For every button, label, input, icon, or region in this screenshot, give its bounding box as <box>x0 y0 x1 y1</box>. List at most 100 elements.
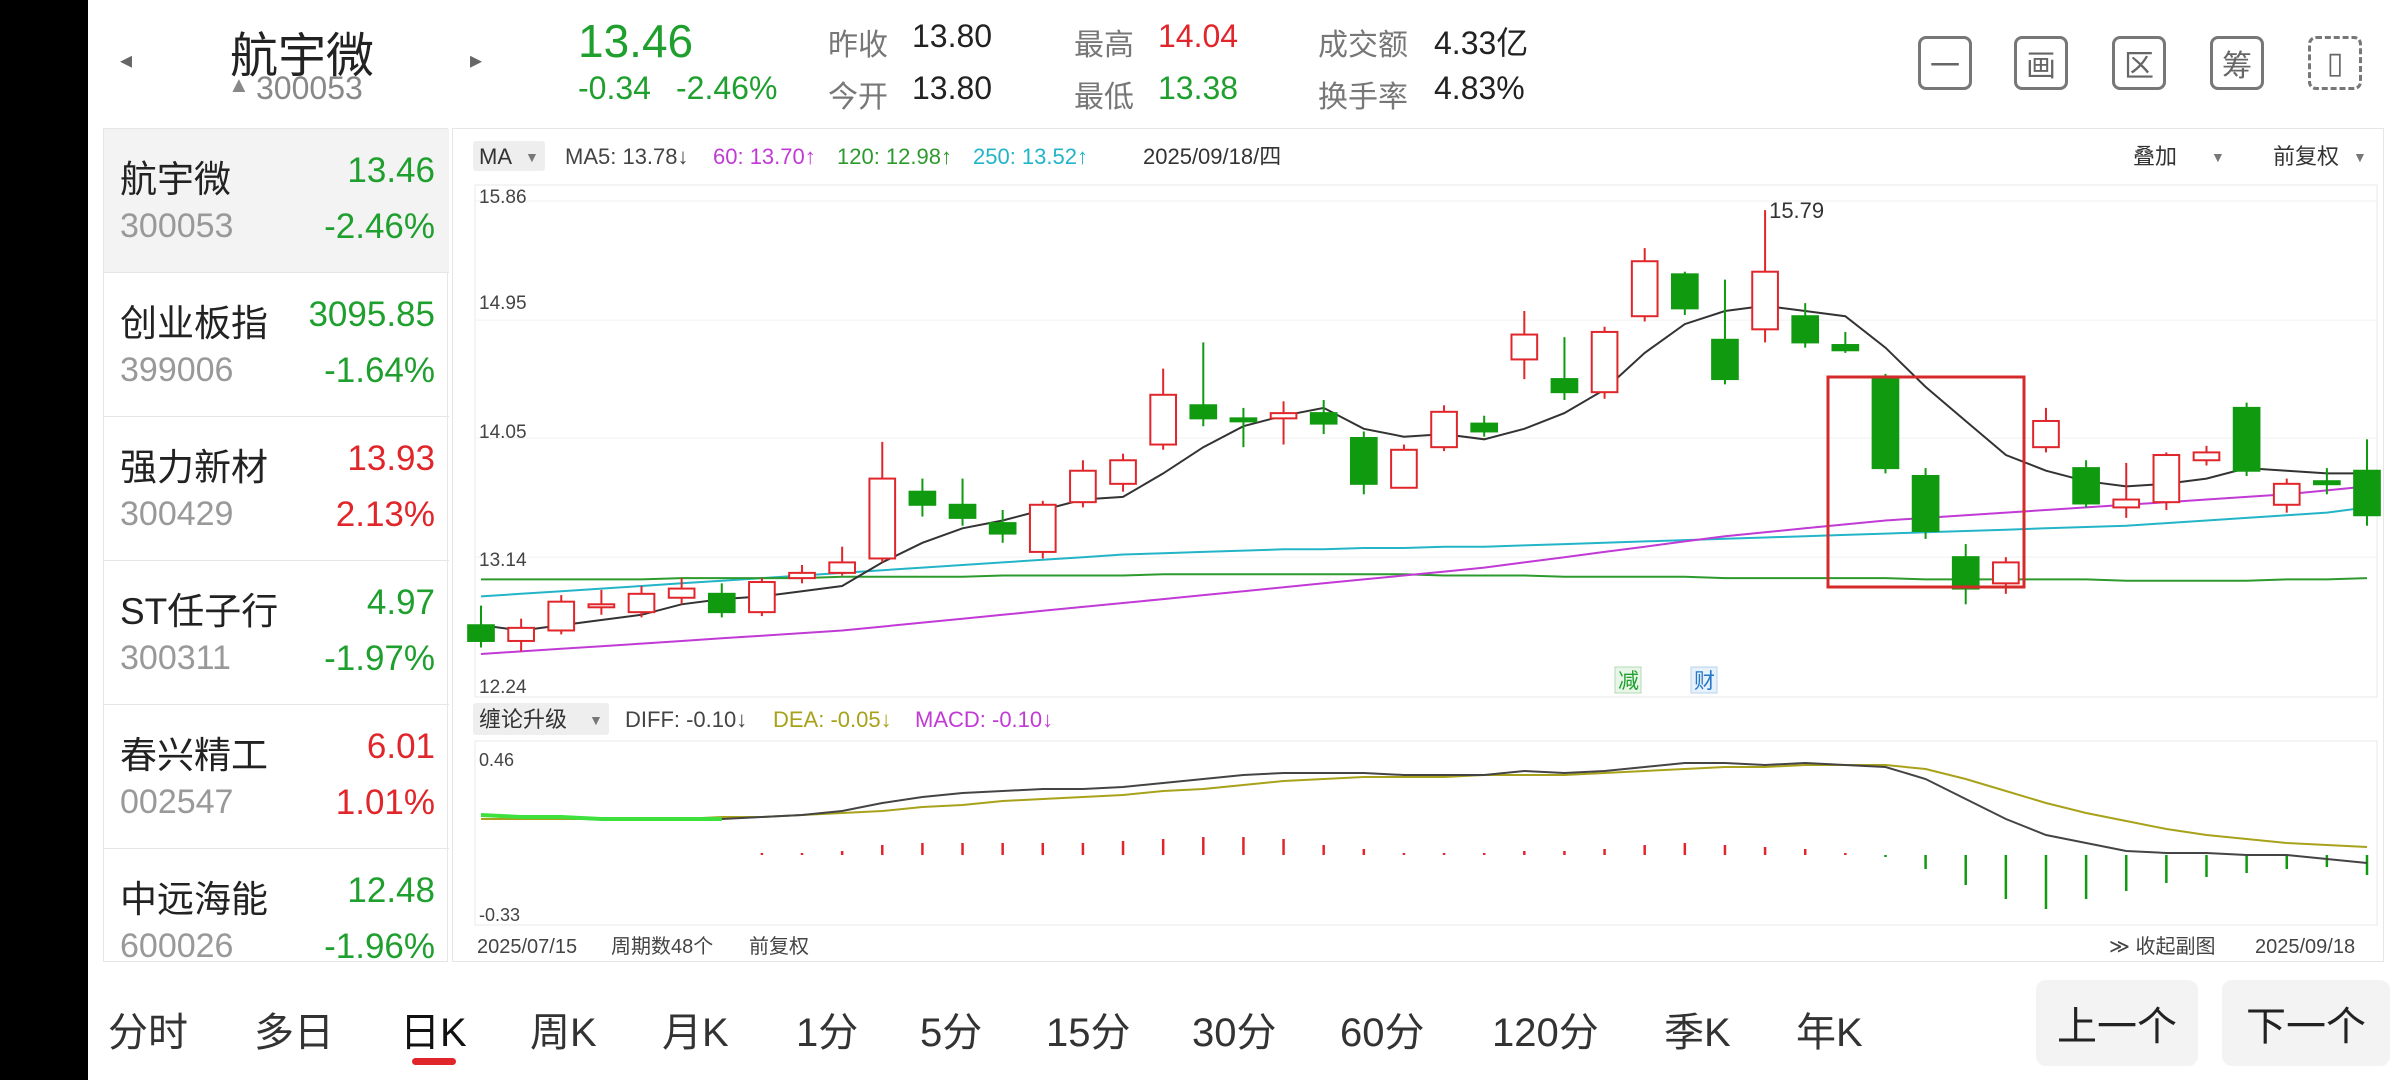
candle-up <box>1430 410 1458 449</box>
dea-line <box>481 764 2368 848</box>
candle-down <box>1711 338 1739 381</box>
watchlist-item-price: 4.97 <box>366 583 435 622</box>
tab-timeshare[interactable]: 分时 <box>108 1011 188 1055</box>
candle-down <box>1309 412 1338 425</box>
tab-yearly-k[interactable]: 年K <box>1796 1011 1863 1055</box>
tab-15min[interactable]: 15分 <box>1046 1011 1131 1055</box>
end-date: 2025/09/18 <box>2255 936 2355 958</box>
draw-tool-icon[interactable]: 画 <box>2014 36 2068 90</box>
finance-marker[interactable] <box>1690 666 1718 694</box>
range-tool-icon[interactable]: 区 <box>2112 36 2166 90</box>
chart-svg[interactable]: MA ▼ MA5: 13.78↓ 60: 13.70↑ 120: 12.98↑ … <box>453 129 2385 963</box>
candle-up <box>507 626 535 642</box>
ma250-legend: 250: 13.52↑ <box>973 144 1088 169</box>
watchlist-item-price: 13.46 <box>347 151 435 190</box>
tab-120min[interactable]: 120分 <box>1492 1011 1599 1055</box>
ma60-legend: 60: 13.70↑ <box>713 144 816 169</box>
watchlist-item[interactable]: 航宇微 300053 13.46 -2.46% <box>104 129 449 273</box>
ma5-line <box>480 304 2367 632</box>
candle-up <box>788 571 816 580</box>
watchlist-item[interactable]: 中远海能 600026 12.48 -1.96% <box>104 849 449 993</box>
prev-stock-button[interactable]: 上一个 <box>2036 980 2198 1066</box>
diff-highlight-line <box>480 813 722 821</box>
candle-up <box>1590 330 1619 394</box>
current-price: 13.46 <box>578 15 694 67</box>
chart-panel[interactable]: MA ▼ MA5: 13.78↓ 60: 13.70↑ 120: 12.98↑ … <box>452 128 2384 962</box>
ma-dropdown-icon: ▼ <box>525 149 539 165</box>
main-plot-frame <box>474 184 2378 698</box>
candle-down <box>2313 480 2341 486</box>
watchlist-item-name: 中远海能 <box>120 879 268 920</box>
rotate-screen-icon[interactable]: ▯ <box>2308 36 2362 90</box>
candle-up <box>1149 393 1178 446</box>
line-tool-icon[interactable]: 一 <box>1918 36 1972 90</box>
stock-code: 300053 <box>256 70 363 106</box>
reduction-marker[interactable] <box>1614 666 1642 694</box>
overlay-button[interactable]: 叠加 <box>2133 144 2177 169</box>
adjust-dropdown-icon: ▼ <box>2353 149 2367 165</box>
stock-name: 航宇微 <box>230 30 375 83</box>
candle-down <box>1670 273 1699 310</box>
sub-plot-frame <box>474 740 2378 926</box>
tab-monthly-k[interactable]: 月K <box>662 1011 729 1055</box>
sub-y-top: 0.46 <box>479 750 514 770</box>
tab-5min[interactable]: 5分 <box>920 1011 983 1055</box>
watchlist-item[interactable]: ST任子行 300311 4.97 -1.97% <box>104 561 449 705</box>
adjust-button[interactable]: 前复权 <box>2273 144 2339 169</box>
candle-up <box>2112 498 2141 509</box>
main-grid <box>475 200 2377 558</box>
candle-down <box>1871 375 1900 470</box>
candle-up <box>667 587 696 599</box>
tab-daily-k[interactable]: 日K <box>400 1011 467 1055</box>
candle-up <box>2192 451 2221 462</box>
candle-down <box>908 490 937 506</box>
candle-up <box>1510 333 1539 361</box>
tab-1min[interactable]: 1分 <box>796 1011 859 1055</box>
collapse-subchart-button[interactable]: ≫ 收起副图 <box>2109 935 2216 958</box>
tab-30min[interactable]: 30分 <box>1192 1011 1277 1055</box>
next-stock-arrow[interactable]: ▸ <box>470 47 483 74</box>
candle-down <box>1550 378 1579 394</box>
candle-down <box>1349 437 1378 485</box>
overlay-dropdown-icon: ▼ <box>2211 149 2225 165</box>
turnover-label: 成交额 <box>1318 29 1408 62</box>
candle-up <box>1992 561 2020 585</box>
tab-60min[interactable]: 60分 <box>1340 1011 1425 1055</box>
y-tick-label: 15.86 <box>479 187 527 208</box>
high-label: 最高 <box>1074 29 1134 62</box>
sub-adjust-label: 前复权 <box>749 935 809 958</box>
prev-close-label: 昨收 <box>828 29 888 62</box>
y-tick-label: 14.95 <box>479 293 527 314</box>
dea-legend: DEA: -0.05↓ <box>773 707 892 732</box>
candle-up <box>1390 448 1418 489</box>
watchlist-item-pct: 2.13% <box>335 495 435 534</box>
watchlist-item-name: 春兴精工 <box>120 735 268 776</box>
turnover-rate-label: 换手率 <box>1318 81 1408 114</box>
active-tab-indicator <box>412 1058 456 1065</box>
ma5-legend: MA5: 13.78↓ <box>565 144 689 169</box>
watchlist-item-code: 399006 <box>120 351 234 389</box>
tab-multiday[interactable]: 多日 <box>254 1011 334 1055</box>
ma-indicator-select[interactable] <box>473 141 545 171</box>
sub-indicator-select[interactable] <box>473 703 609 735</box>
candle-down <box>1791 315 1820 344</box>
watchlist-item[interactable]: 创业板指 399006 3095.85 -1.64% <box>104 273 449 417</box>
highlight-box <box>1826 375 2026 589</box>
candle-down <box>707 592 736 614</box>
watchlist-item-code: 300053 <box>120 207 234 245</box>
tab-weekly-k[interactable]: 周K <box>530 1011 597 1055</box>
chip-tool-icon[interactable]: 筹 <box>2210 36 2264 90</box>
watchlist-item[interactable]: 强力新材 300429 13.93 2.13% <box>104 417 449 561</box>
candle-down <box>1229 417 1258 423</box>
ma120-line <box>481 573 2368 582</box>
reduction-marker-label: 减 <box>1618 670 1639 693</box>
diff-line <box>480 761 2368 864</box>
y-tick-label: 14.05 <box>479 422 527 443</box>
candle-down <box>948 503 977 519</box>
next-stock-button[interactable]: 下一个 <box>2222 980 2390 1066</box>
watchlist-item[interactable]: 春兴精工 002547 6.01 1.01% <box>104 705 449 849</box>
candle-down <box>1911 474 1940 532</box>
tab-quarterly-k[interactable]: 季K <box>1664 1011 1731 1055</box>
prev-stock-arrow[interactable]: ◂ <box>120 47 133 74</box>
watchlist-item-code: 600026 <box>120 927 234 965</box>
